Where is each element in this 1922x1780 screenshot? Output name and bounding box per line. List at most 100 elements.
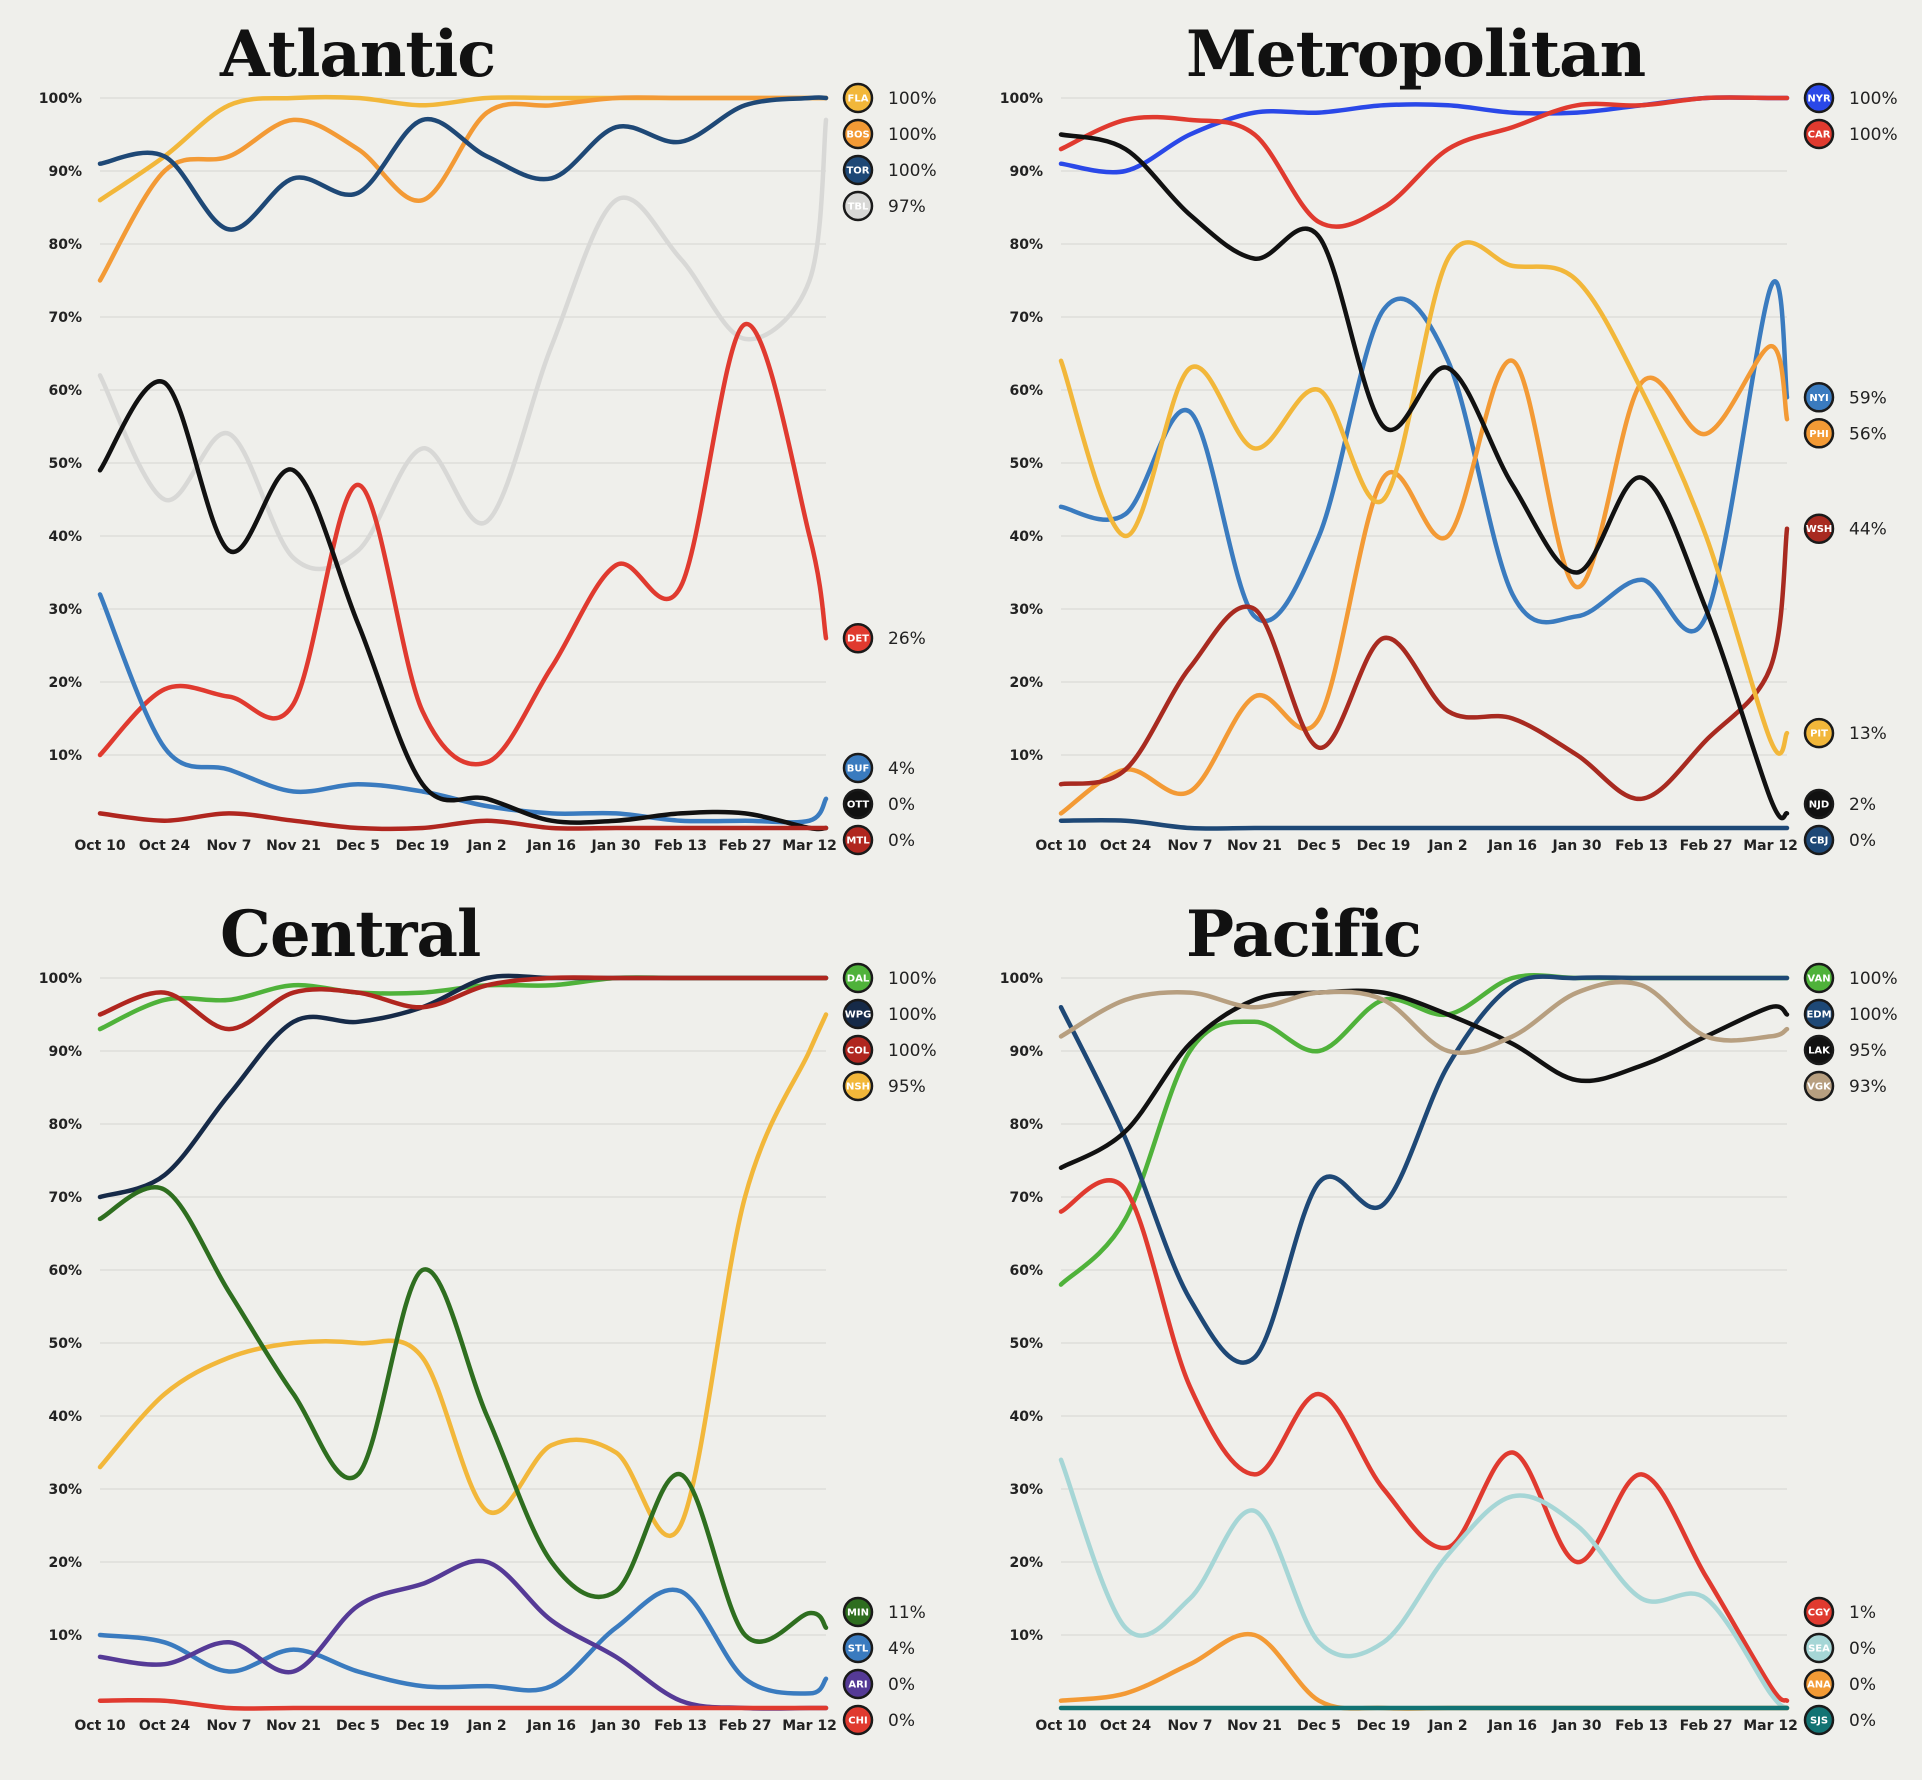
team-logo-ari: ARI: [842, 1668, 874, 1700]
y-tick-label: 30%: [1009, 1482, 1043, 1498]
y-tick-label: 80%: [48, 1117, 82, 1133]
team-percent-label: 44%: [1849, 520, 1887, 540]
team-abbr: TBL: [848, 202, 869, 213]
central-chart: 10% 20% 30% 40% 50% 60% 70% 80% 90% 100% Oct 10 Oct…: [39, 962, 937, 1736]
y-tick-label: 20%: [48, 1555, 82, 1571]
team-percent-label: 97%: [888, 197, 926, 217]
series-line-ott: [97, 379, 829, 832]
x-tick-label: Oct 10: [1035, 1718, 1087, 1734]
team-abbr: EDM: [1806, 1010, 1831, 1021]
series-line-min: [97, 1185, 829, 1644]
x-tick-label: Mar 12: [1743, 1718, 1798, 1734]
x-tick-label: Feb 27: [719, 1718, 772, 1734]
team-percent-label: 2%: [1849, 795, 1876, 815]
y-tick-label: 30%: [1009, 602, 1043, 618]
x-tick-label: Nov 21: [266, 838, 321, 854]
series-line-mtl: [97, 811, 829, 832]
pacific-chart: 10% 20% 30% 40% 50% 60% 70% 80% 90% 100% Oct 10 Oct…: [1000, 962, 1898, 1736]
team-abbr: MIN: [847, 1608, 869, 1619]
team-logo-phi: PHI: [1803, 418, 1835, 449]
x-tick-label: Jan 16: [526, 1718, 576, 1734]
y-tick-label: 60%: [48, 1263, 82, 1279]
y-tick-label: 30%: [48, 602, 82, 618]
team-abbr: BUF: [847, 764, 870, 775]
team-logo-njd: NJD: [1803, 788, 1835, 820]
x-tick-label: Feb 13: [1615, 838, 1668, 854]
series-line-nyi: [1058, 279, 1790, 634]
y-tick-label: 100%: [39, 91, 82, 107]
team-logo-cbj: CBJ: [1803, 824, 1835, 856]
team-abbr: PIT: [1810, 729, 1828, 740]
y-tick-label: 70%: [48, 310, 82, 326]
team-percent-label: 100%: [888, 161, 937, 181]
x-tick-label: Jan 30: [1552, 838, 1602, 854]
team-abbr: TOR: [846, 166, 869, 177]
y-tick-label: 50%: [48, 1336, 82, 1352]
pacific-panel: 10% 20% 30% 40% 50% 60% 70% 80% 90% 100% Oct 10 Oct…: [961, 880, 1922, 1770]
team-logo-ott: OTT: [842, 788, 874, 820]
team-percent-label: 4%: [888, 1639, 915, 1659]
central-panel: 10% 20% 30% 40% 50% 60% 70% 80% 90% 100% Oct 10 Oct…: [0, 880, 961, 1770]
team-abbr: OTT: [847, 800, 870, 811]
y-tick-label: 70%: [48, 1190, 82, 1206]
x-tick-label: Oct 10: [1035, 838, 1087, 854]
team-percent-label: 100%: [888, 125, 937, 145]
x-tick-label: Jan 16: [1487, 1718, 1537, 1734]
team-abbr: CAR: [1808, 130, 1831, 141]
team-percent-label: 100%: [1849, 125, 1898, 145]
team-logo-min: MIN: [842, 1596, 874, 1628]
team-abbr: LAK: [1808, 1046, 1831, 1057]
team-percent-label: 26%: [888, 629, 926, 649]
series-line-det: [97, 322, 829, 767]
team-logo-bos: BOS: [842, 118, 874, 150]
team-logo-car: CAR: [1803, 118, 1835, 150]
team-abbr: DET: [847, 634, 869, 645]
series-line-nyr: [1058, 95, 1790, 175]
team-abbr: ANA: [1807, 1680, 1831, 1691]
y-tick-label: 10%: [48, 1628, 82, 1644]
series-line-col: [97, 975, 829, 1032]
team-abbr: VGK: [1807, 1082, 1832, 1093]
team-logo-nyr: NYR: [1803, 82, 1835, 114]
team-logo-buf: BUF: [842, 752, 874, 784]
series-line-tbl: [97, 117, 829, 572]
x-tick-label: Oct 24: [1100, 838, 1152, 854]
x-tick-label: Jan 30: [591, 838, 641, 854]
y-tick-label: 60%: [48, 383, 82, 399]
team-logo-nyi: NYI: [1803, 382, 1835, 413]
team-logo-nsh: NSH: [842, 1070, 874, 1102]
series-line-wsh: [1058, 526, 1790, 802]
x-tick-label: Oct 10: [74, 838, 126, 854]
x-tick-label: Nov 21: [266, 1718, 321, 1734]
team-percent-label: 95%: [1849, 1041, 1887, 1061]
team-abbr: NYR: [1807, 94, 1831, 105]
team-abbr: COL: [847, 1046, 870, 1057]
x-tick-label: Oct 10: [74, 1718, 126, 1734]
x-tick-label: Jan 2: [1427, 1718, 1467, 1734]
team-logo-det: DET: [842, 622, 874, 654]
y-tick-label: 60%: [1009, 383, 1043, 399]
y-tick-label: 100%: [39, 971, 82, 987]
x-tick-label: Feb 13: [1615, 1718, 1668, 1734]
y-tick-label: 10%: [1009, 748, 1043, 764]
y-tick-label: 80%: [48, 237, 82, 253]
x-tick-label: Nov 21: [1227, 838, 1282, 854]
team-percent-label: 1%: [1849, 1603, 1876, 1623]
team-percent-label: 0%: [1849, 1711, 1876, 1731]
series-line-pit: [1058, 240, 1790, 756]
y-tick-label: 20%: [1009, 1555, 1043, 1571]
y-tick-label: 90%: [48, 1044, 82, 1060]
series-line-buf: [97, 592, 829, 825]
y-tick-label: 90%: [1009, 1044, 1043, 1060]
team-logo-wpg: WPG: [842, 998, 874, 1030]
team-percent-label: 59%: [1849, 388, 1887, 408]
x-tick-label: Feb 27: [1680, 838, 1733, 854]
series-line-tor: [97, 95, 829, 232]
team-abbr: SJS: [1810, 1716, 1828, 1727]
team-percent-label: 13%: [1849, 724, 1887, 744]
x-tick-label: Jan 30: [1552, 1718, 1602, 1734]
y-tick-label: 40%: [48, 529, 82, 545]
team-percent-label: 0%: [888, 1711, 915, 1731]
team-abbr: STL: [848, 1644, 869, 1655]
team-abbr: CHI: [848, 1716, 867, 1727]
